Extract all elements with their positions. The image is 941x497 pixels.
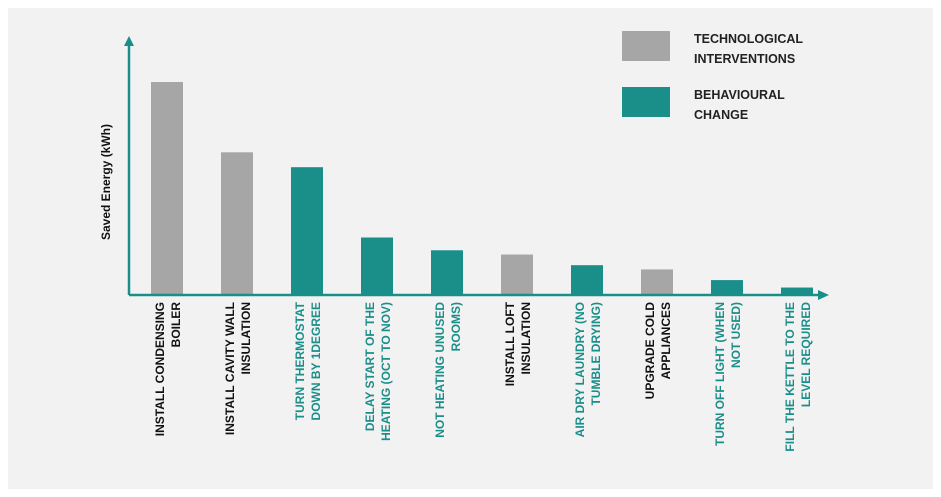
x-tick-labels: INSTALL CONDENSING BOILER INSTALL CAVITY W… (153, 301, 813, 451)
x-tick-label-9: TURN OFF LIGHT (WHEN NOT USED) (713, 302, 743, 446)
legend-label-line: BEHAVIOURAL (694, 88, 785, 102)
x-tick-label-line: NOT HEATING UNUSED (433, 302, 447, 438)
bar-6 (501, 254, 533, 295)
legend: TECHNOLOGICAL INTERVENTIONS BEHAVIOURAL CHA… (622, 31, 803, 122)
x-tick-label-line: BOILER (169, 302, 183, 348)
x-tick-label-line: UPGRADE COLD (643, 302, 657, 400)
legend-label-line: INTERVENTIONS (694, 52, 795, 66)
x-tick-label-line: INSTALL CAVITY WALL (223, 302, 237, 435)
legend-label-behavioural: BEHAVIOURAL CHANGE (694, 88, 785, 122)
x-tick-label-8: UPGRADE COLD APPLIANCES (643, 302, 673, 400)
saved-energy-bar-chart: INSTALL CONDENSING BOILER INSTALL CAVITY W… (99, 31, 829, 452)
x-tick-label-1: INSTALL CONDENSING BOILER (153, 302, 183, 437)
x-tick-label-line: INSTALL CONDENSING (153, 302, 167, 436)
x-tick-label-line: LEVEL REQUIRED (799, 302, 813, 407)
bar-5 (431, 250, 463, 295)
bars-group (151, 82, 813, 295)
x-tick-label-line: DOWN BY 1DEGREE (309, 302, 323, 420)
x-tick-label-line: HEATING (OCT TO NOV) (379, 302, 393, 441)
x-tick-label-line: NOT USED) (729, 302, 743, 368)
bar-2 (221, 152, 253, 295)
legend-label-line: TECHNOLOGICAL (694, 32, 803, 46)
bar-7 (571, 265, 603, 295)
x-tick-label-6: INSTALL LOFT INSULATION (503, 301, 533, 386)
axes-group (124, 36, 829, 300)
bar-1 (151, 82, 183, 295)
y-axis-arrow-icon (124, 36, 134, 46)
chart-frame: INSTALL CONDENSING BOILER INSTALL CAVITY W… (8, 8, 933, 489)
x-tick-label-10: FILL THE KETTLE TO THE LEVEL REQUIRED (783, 302, 813, 452)
x-tick-label-3: TURN THERMOSTAT DOWN BY 1DEGREE (293, 301, 323, 420)
bar-9 (711, 280, 743, 295)
x-tick-label-7: AIR DRY LAUNDRY (NO TUMBLE DRYING) (573, 302, 603, 437)
x-tick-label-line: APPLIANCES (659, 302, 673, 379)
x-tick-label-5: NOT HEATING UNUSED ROOMS) (433, 302, 463, 438)
y-axis-title: Saved Energy (kWh) (99, 124, 113, 240)
bar-4 (361, 237, 393, 295)
x-axis-arrow-icon (818, 290, 829, 300)
x-tick-label-4: DELAY START OF THE HEATING (OCT TO NOV) (363, 302, 393, 441)
bar-3 (291, 167, 323, 295)
legend-label-technological: TECHNOLOGICAL INTERVENTIONS (694, 32, 803, 66)
x-tick-label-line: ROOMS) (449, 302, 463, 351)
x-tick-label-line: DELAY START OF THE (363, 302, 377, 431)
legend-label-line: CHANGE (694, 108, 748, 122)
legend-swatch-technological (622, 31, 670, 61)
x-tick-label-line: FILL THE KETTLE TO THE (783, 302, 797, 452)
bar-8 (641, 269, 673, 295)
bar-10 (781, 287, 813, 295)
x-tick-label-line: INSTALL LOFT (503, 301, 517, 386)
x-tick-label-line: TURN OFF LIGHT (WHEN (713, 302, 727, 446)
x-tick-label-line: TURN THERMOSTAT (293, 301, 307, 420)
x-tick-label-line: AIR DRY LAUNDRY (NO (573, 302, 587, 437)
x-tick-label-2: INSTALL CAVITY WALL INSULATION (223, 302, 253, 435)
x-tick-label-line: INSULATION (519, 302, 533, 374)
x-tick-label-line: INSULATION (239, 302, 253, 374)
x-tick-label-line: TUMBLE DRYING) (589, 302, 603, 406)
legend-swatch-behavioural (622, 87, 670, 117)
